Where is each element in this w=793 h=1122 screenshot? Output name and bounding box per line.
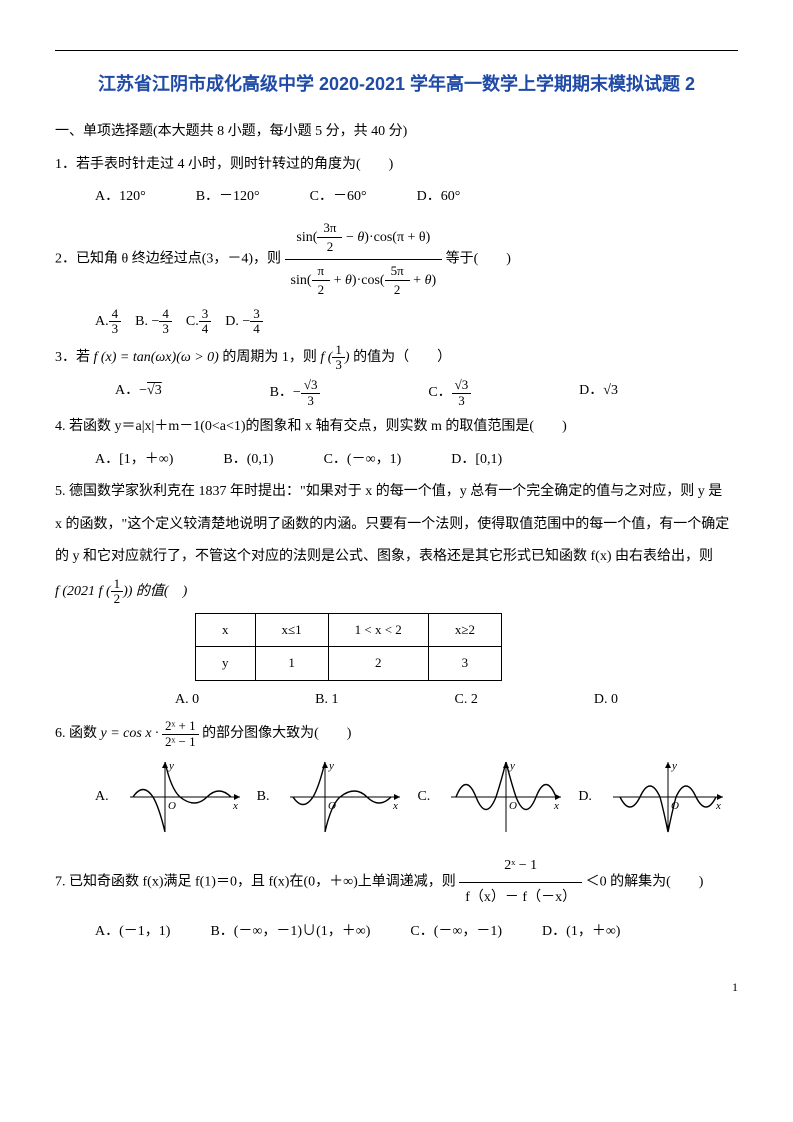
svg-text:x: x bbox=[392, 800, 398, 812]
q1-opt-c: C．－60° bbox=[310, 184, 367, 211]
q7-opt-c: C．(－∞，－1) bbox=[410, 919, 502, 946]
q4-opt-c: C．(－∞，1) bbox=[324, 447, 402, 474]
q5-line3: 的 y 和它对应就行了，不管这个对应的法则是公式、图象，表格还是其它形式已知函数… bbox=[55, 544, 738, 571]
q7-pre: 7. 已知奇函数 f(x)满足 f(1)＝0，且 f(x)在(0，＋∞)上单调递… bbox=[55, 874, 456, 889]
q6-graph-a: y x O bbox=[125, 757, 245, 837]
q5-line2: x 的函数，"这个定义较清楚地说明了函数的内涵。只要有一个法则，使得取值范围中的… bbox=[55, 512, 738, 539]
cell: x bbox=[196, 613, 256, 647]
svg-text:O: O bbox=[168, 800, 176, 812]
q2-main-fraction: sin(3π2 − θ)·cos(π + θ) sin(π2 + θ)·cos(… bbox=[285, 217, 443, 301]
q4-opt-b: B．(0,1) bbox=[223, 447, 273, 474]
q6-frac: 2ˣ + 12ˣ − 1 bbox=[162, 719, 199, 749]
q4-opt-d: D．[0,1) bbox=[451, 447, 502, 474]
q5-line1: 5. 德国数学家狄利克在 1837 年时提出："如果对于 x 的每一个值，y 总… bbox=[55, 479, 738, 506]
q7-opt-b: B．(－∞，－1)∪(1，＋∞) bbox=[210, 919, 370, 946]
q2-stem-pre: 2．已知角 θ 终边经过点(3，－4)，则 bbox=[55, 251, 281, 266]
q5-table: x x≤1 1 < x < 2 x≥2 y 1 2 3 bbox=[195, 613, 502, 681]
cell: 2 bbox=[328, 647, 428, 681]
q6-lhs: y = cos x · bbox=[101, 726, 163, 741]
cell: x≥2 bbox=[428, 613, 501, 647]
page-number: 1 bbox=[55, 976, 738, 999]
page-title: 江苏省江阴市成化高级中学 2020-2021 学年高一数学上学期期末模拟试题 2 bbox=[55, 67, 738, 101]
q7-opt-a: A．(－1，1) bbox=[95, 919, 170, 946]
q2-opt-b: B. −43 bbox=[135, 314, 172, 329]
section-heading: 一、单项选择题(本大题共 8 小题，每小题 5 分，共 40 分) bbox=[55, 119, 738, 146]
q5-opt-a: A. 0 bbox=[175, 687, 199, 714]
q3-stem: 3．若 f (x) = tan(ωx)(ω > 0) 的周期为 1，则 f (1… bbox=[55, 343, 738, 373]
q5-options: A. 0 B. 1 C. 2 D. 0 bbox=[55, 687, 738, 714]
svg-text:y: y bbox=[671, 760, 677, 772]
q2-stem-post: 等于( ) bbox=[446, 251, 511, 266]
cell: 1 bbox=[255, 647, 328, 681]
q7-post: ＜0 的解集为( ) bbox=[586, 874, 704, 889]
q4-opt-a: A．[1，＋∞) bbox=[95, 447, 173, 474]
q2-den-sin: sin bbox=[291, 273, 307, 288]
cell: x≤1 bbox=[255, 613, 328, 647]
svg-text:x: x bbox=[232, 800, 238, 812]
q7-opt-d: D．(1，＋∞) bbox=[542, 919, 620, 946]
q2-num-sin: sin bbox=[296, 230, 312, 245]
q6-label-c: C. bbox=[417, 784, 430, 811]
q3-opt-a: A．−√3 bbox=[115, 378, 162, 408]
q1-opt-b: B．－120° bbox=[196, 184, 260, 211]
q6-post: 的部分图像大致为( ) bbox=[199, 726, 352, 741]
q3-fopen: f ( bbox=[320, 350, 332, 365]
q6-graph-b: y x O bbox=[285, 757, 405, 837]
q2-num-mid: ·cos(π + θ) bbox=[369, 230, 430, 245]
q3-opt-d: D．√3 bbox=[579, 378, 618, 408]
cell: 1 < x < 2 bbox=[328, 613, 428, 647]
q7-options: A．(－1，1) B．(－∞，－1)∪(1，＋∞) C．(－∞，－1) D．(1… bbox=[55, 919, 738, 946]
cell: y bbox=[196, 647, 256, 681]
q6-label-a: A. bbox=[95, 784, 109, 811]
q2-den-mid: ·cos bbox=[357, 273, 380, 288]
q1-opt-a: A．120° bbox=[95, 184, 146, 211]
table-row: x x≤1 1 < x < 2 x≥2 bbox=[196, 613, 502, 647]
svg-text:O: O bbox=[509, 800, 517, 812]
q6-graph-c: y x O bbox=[446, 757, 566, 837]
q6-graphs: A. y x O B. y x O C. y x O D. y x O bbox=[55, 757, 738, 837]
q4-stem: 4. 若函数 y＝a|x|＋m－1(0<a<1)的图象和 x 轴有交点，则实数 … bbox=[55, 414, 738, 441]
svg-text:y: y bbox=[328, 760, 334, 772]
q6-stem: 6. 函数 y = cos x · 2ˣ + 12ˣ − 1 的部分图像大致为(… bbox=[55, 719, 738, 749]
q5-opt-d: D. 0 bbox=[594, 687, 618, 714]
q1-options: A．120° B．－120° C．－60° D．60° bbox=[55, 184, 738, 211]
q5-opt-c: C. 2 bbox=[455, 687, 478, 714]
q3-pre: 3．若 bbox=[55, 350, 94, 365]
table-row: y 1 2 3 bbox=[196, 647, 502, 681]
q5-post: )) 的值( ) bbox=[123, 584, 187, 599]
q3-opt-b: B．−√33 bbox=[270, 378, 321, 408]
q3-options: A．−√3 B．−√33 C．√33 D．√3 bbox=[55, 378, 738, 408]
q4-options: A．[1，＋∞) B．(0,1) C．(－∞，1) D．[0,1) bbox=[55, 447, 738, 474]
q3-opt-c: C．√33 bbox=[428, 378, 471, 408]
svg-text:x: x bbox=[715, 800, 721, 812]
cell: 3 bbox=[428, 647, 501, 681]
q2-options: A.43 B. −43 C.34 D. −34 bbox=[55, 307, 738, 337]
q1-opt-d: D．60° bbox=[417, 184, 461, 211]
q2-opt-d: D. −34 bbox=[225, 314, 263, 329]
q3-mid: 的周期为 1，则 bbox=[219, 350, 321, 365]
q3-math: f (x) = tan(ωx)(ω > 0) bbox=[94, 350, 219, 365]
q1-stem: 1．若手表时针走过 4 小时，则时针转过的角度为( ) bbox=[55, 152, 738, 179]
top-rule bbox=[55, 50, 738, 51]
q5-pre: f (2021 f ( bbox=[55, 584, 111, 599]
q2-stem: 2．已知角 θ 终边经过点(3，－4)，则 sin(3π2 − θ)·cos(π… bbox=[55, 217, 738, 301]
q2-opt-a: A.43 bbox=[95, 314, 121, 329]
q6-label-d: D. bbox=[578, 784, 592, 811]
q6-label-b: B. bbox=[257, 784, 270, 811]
q5-opt-b: B. 1 bbox=[315, 687, 338, 714]
q5-expr: f (2021 f (12)) 的值( ) bbox=[55, 577, 738, 607]
q3-post: 的值为（ ） bbox=[350, 350, 452, 365]
svg-text:y: y bbox=[168, 760, 174, 772]
q6-graph-d: y x O bbox=[608, 757, 728, 837]
q2-opt-c: C.34 bbox=[186, 314, 211, 329]
q6-pre: 6. 函数 bbox=[55, 726, 101, 741]
svg-text:y: y bbox=[509, 760, 515, 772]
q7-stem: 7. 已知奇函数 f(x)满足 f(1)＝0，且 f(x)在(0，＋∞)上单调递… bbox=[55, 851, 738, 913]
q7-frac: 2ˣ − 1 f（x）－ f（－x） bbox=[459, 851, 582, 913]
svg-text:x: x bbox=[553, 800, 559, 812]
